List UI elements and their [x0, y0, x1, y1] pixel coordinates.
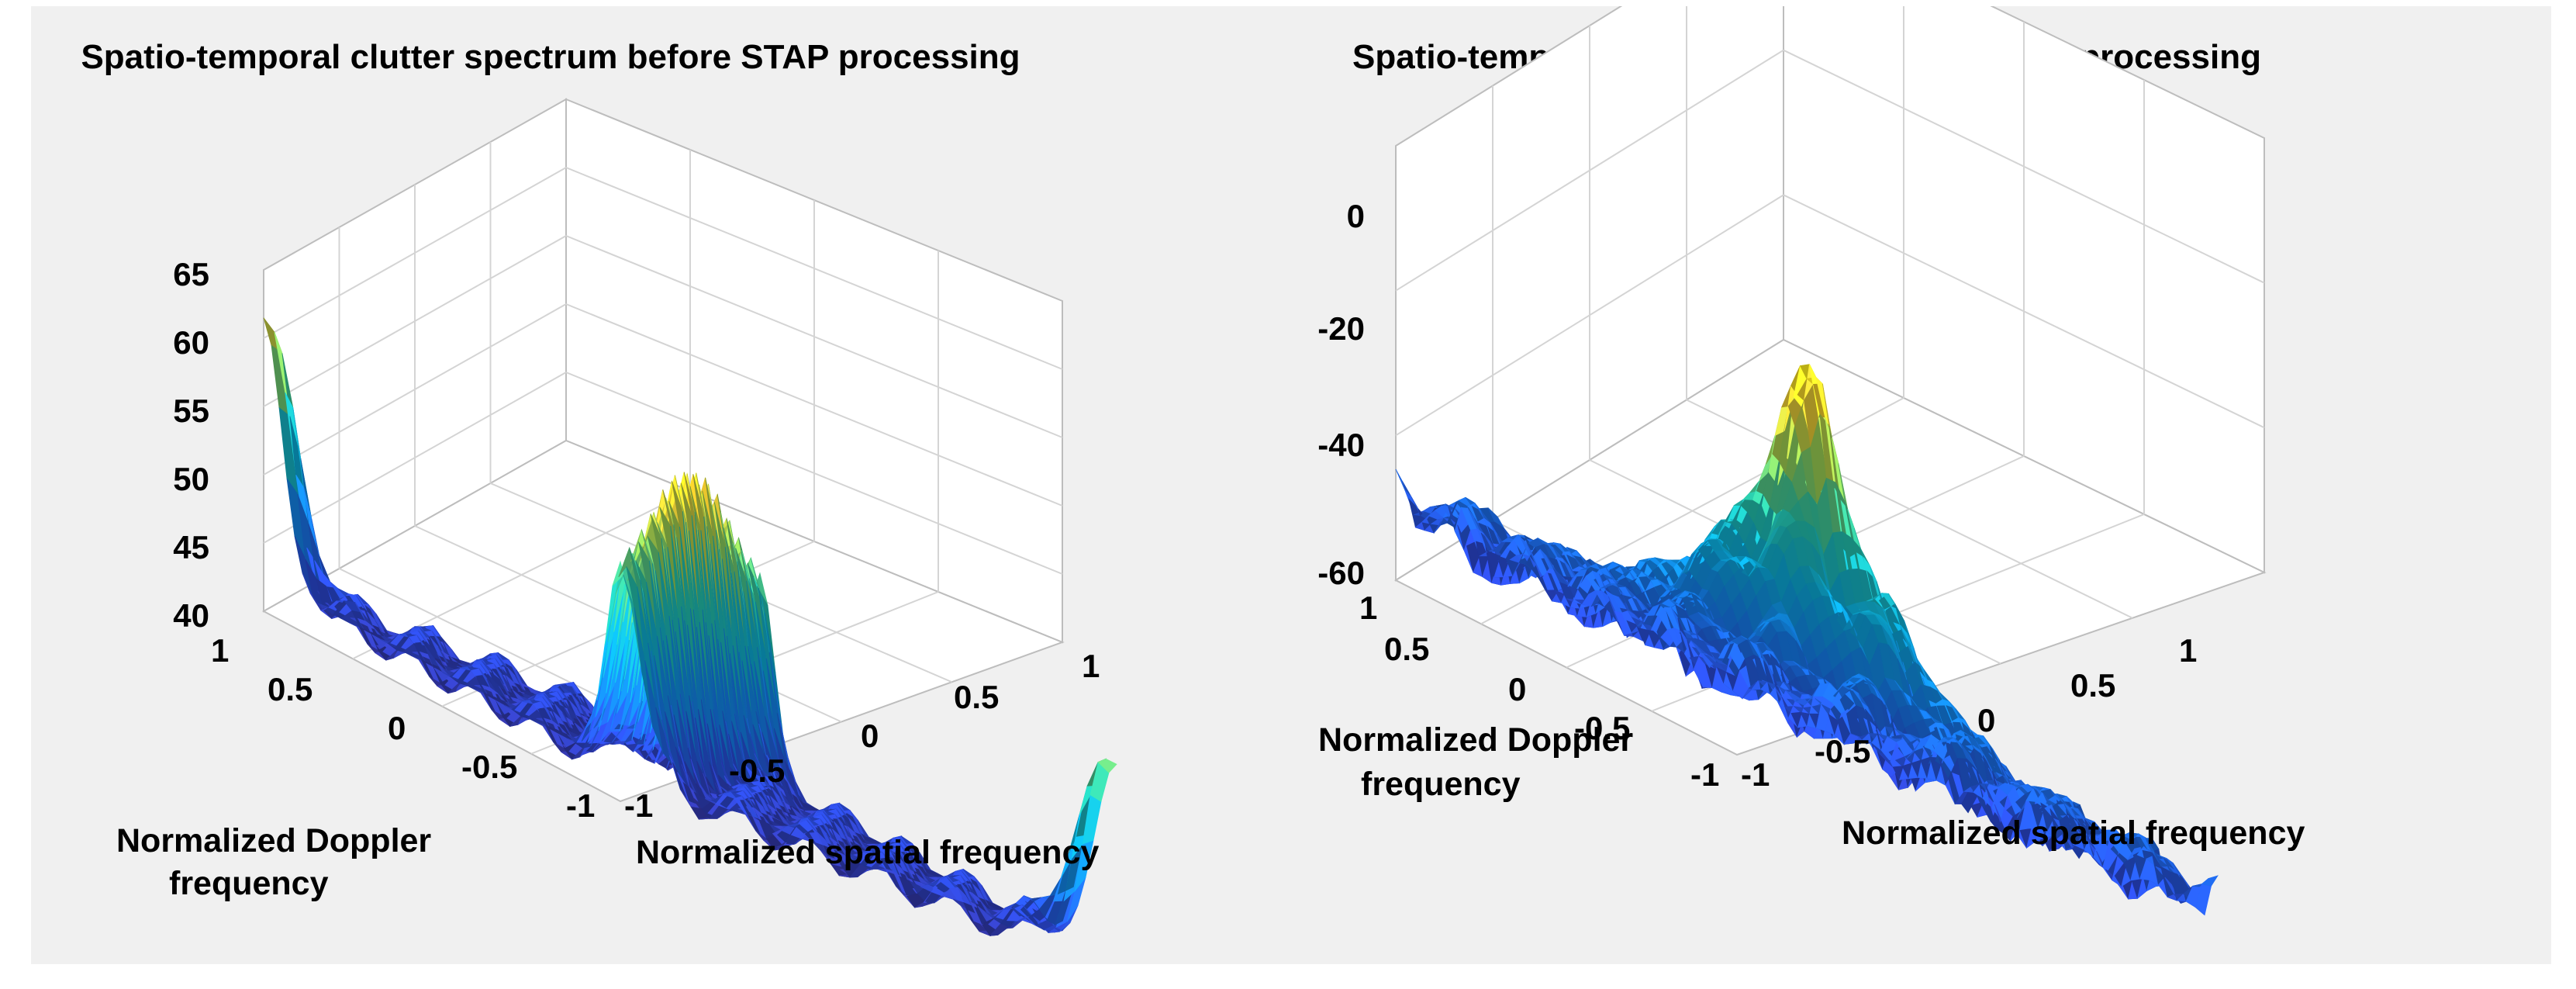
chart2-x-tick-0: 0	[1977, 702, 1995, 738]
chart2-doppler-label-line1: Normalized Doppler	[1318, 721, 1633, 759]
chart1-doppler-label-line2: frequency	[169, 865, 329, 902]
chart1-z-tick-55: 55	[173, 392, 209, 429]
chart1-z-tick-60: 60	[173, 324, 209, 361]
chart2-z-ticks: -60 -40 -20 0	[1317, 198, 1365, 591]
chart2-x-tick-neg1: -1	[1741, 756, 1770, 793]
chart2-x-tick-1: 1	[2179, 632, 2197, 669]
chart2-z-tick-neg20: -20	[1317, 310, 1365, 347]
chart1-y-tick-1: 1	[211, 632, 229, 669]
chart2-spatial-label: Normalized spatial frequency	[1842, 814, 2305, 852]
chart1-z-tick-40: 40	[173, 597, 209, 634]
chart1-spatial-label: Normalized spatial frequency	[636, 834, 1099, 871]
chart1-grid-z-left	[263, 372, 567, 544]
chart1-z-tick-65: 65	[173, 256, 209, 292]
chart1-grid-z-left	[263, 235, 567, 407]
chart1-grid-z-right	[565, 303, 1063, 507]
chart1-grid-z-right	[565, 235, 1063, 438]
chart2-surface-patch	[2201, 875, 2219, 887]
chart2-z-tick-neg60: -60	[1317, 555, 1365, 591]
chart1-grid-z-right	[565, 167, 1063, 370]
chart2-y-tick-1: 1	[1359, 590, 1377, 626]
chart2-y-tick-neg1: -1	[1690, 756, 1719, 793]
chart1-doppler-label-line1: Normalized Doppler	[116, 822, 431, 859]
chart2-z-tick-neg40: -40	[1317, 427, 1365, 463]
chart1-x-tick-neg1: -1	[624, 787, 653, 824]
chart1-x-tick-0.5: 0.5	[954, 679, 999, 715]
figure-panel: Spatio-temporal clutter spectrum before …	[31, 6, 2551, 964]
chart1-y-tick-0.5: 0.5	[268, 671, 313, 707]
chart2-y-tick-0: 0	[1508, 671, 1526, 707]
chart2-x-tick-neg0.5: -0.5	[1815, 733, 1870, 769]
chart1-title: Spatio-temporal clutter spectrum before …	[81, 38, 1020, 76]
chart2-x-tick-0.5: 0.5	[2070, 667, 2115, 704]
chart-after-stap: Spatio-temporal clutter spectrum after S…	[1317, 6, 2305, 916]
chart2-z-tick-0: 0	[1347, 198, 1365, 234]
chart1-surface	[263, 317, 1117, 937]
chart-before-stap: Spatio-temporal clutter spectrum before …	[81, 38, 1117, 937]
figure-svg: Spatio-temporal clutter spectrum before …	[81, 6, 2305, 937]
chart1-z-tick-45: 45	[173, 529, 209, 565]
chart1-y-tick-neg0.5: -0.5	[461, 749, 517, 785]
chart1-grid-z-left	[263, 167, 567, 339]
chart2-y-tick-0.5: 0.5	[1384, 631, 1429, 667]
chart1-x-tick-0: 0	[861, 718, 879, 754]
chart1-y-tick-neg1: -1	[566, 787, 595, 824]
chart1-x-tick-1: 1	[1082, 648, 1100, 684]
chart1-z-tick-50: 50	[173, 461, 209, 497]
chart1-grid-z-right	[565, 372, 1063, 575]
chart2-doppler-label-line2: frequency	[1361, 766, 1521, 803]
chart1-grid-z-left	[263, 303, 567, 475]
chart1-y-tick-0: 0	[388, 710, 406, 746]
chart1-z-ticks: 40 45 50 55 60 65	[173, 256, 209, 634]
chart1-x-tick-neg0.5: -0.5	[729, 752, 785, 789]
